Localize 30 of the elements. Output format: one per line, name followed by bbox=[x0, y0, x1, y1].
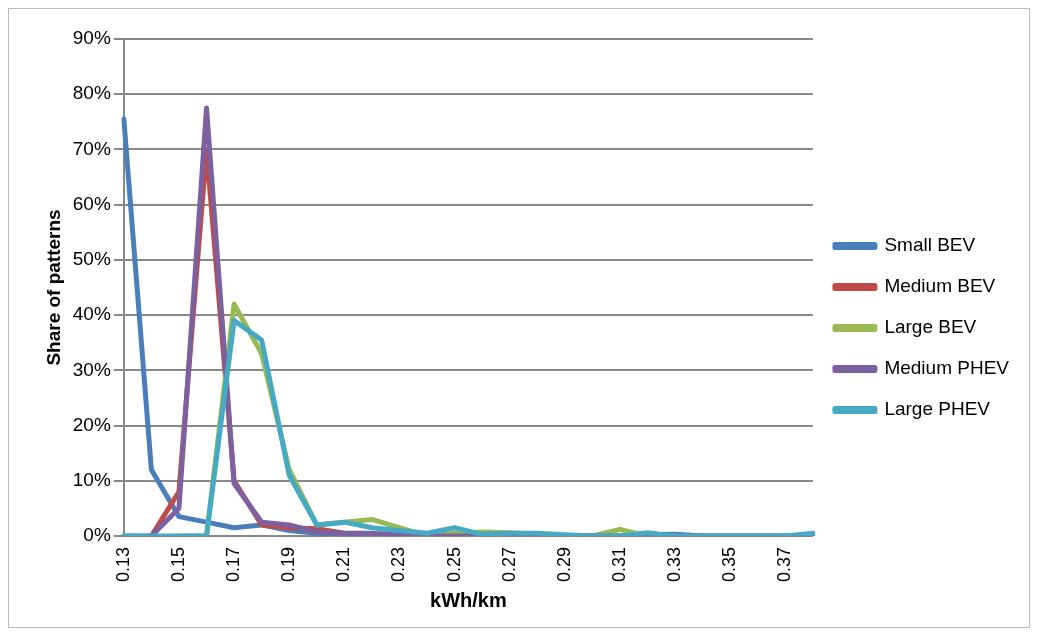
legend-label: Large BEV bbox=[884, 316, 977, 338]
x-tick-label: 0.21 bbox=[333, 546, 354, 583]
y-tick-label: 70% bbox=[72, 137, 111, 159]
x-tick-label: 0.15 bbox=[167, 546, 188, 583]
x-tick-label: 0.33 bbox=[664, 546, 685, 583]
x-tick-label: 0.19 bbox=[278, 546, 299, 583]
y-tick-label: 40% bbox=[72, 303, 111, 325]
legend-label: Large PHEV bbox=[884, 398, 991, 420]
x-axis-title: kWh/km bbox=[430, 588, 507, 611]
x-tick-label: 0.31 bbox=[608, 546, 629, 583]
y-tick-label: 20% bbox=[72, 413, 111, 435]
x-tick-label: 0.29 bbox=[553, 546, 574, 583]
y-axis-title: Share of patterns bbox=[42, 209, 64, 366]
legend-label: Medium BEV bbox=[884, 275, 996, 297]
x-tick-label: 0.35 bbox=[719, 546, 740, 583]
y-tick-label: 90% bbox=[72, 27, 111, 49]
x-tick-label: 0.25 bbox=[443, 546, 464, 583]
legend-label: Medium PHEV bbox=[884, 357, 1010, 379]
y-tick-label: 60% bbox=[72, 192, 111, 214]
x-tick-label: 0.13 bbox=[112, 546, 133, 583]
y-tick-label: 50% bbox=[72, 248, 111, 270]
y-tick-label: 10% bbox=[72, 468, 111, 490]
x-tick-label: 0.23 bbox=[388, 546, 409, 583]
x-tick-label: 0.37 bbox=[774, 546, 795, 583]
y-tick-label: 30% bbox=[72, 358, 111, 380]
legend-label: Small BEV bbox=[884, 234, 976, 256]
y-tick-label: 80% bbox=[72, 82, 111, 104]
x-tick-label: 0.27 bbox=[498, 546, 519, 583]
y-tick-label: 0% bbox=[83, 524, 111, 546]
x-tick-label: 0.17 bbox=[223, 546, 244, 583]
